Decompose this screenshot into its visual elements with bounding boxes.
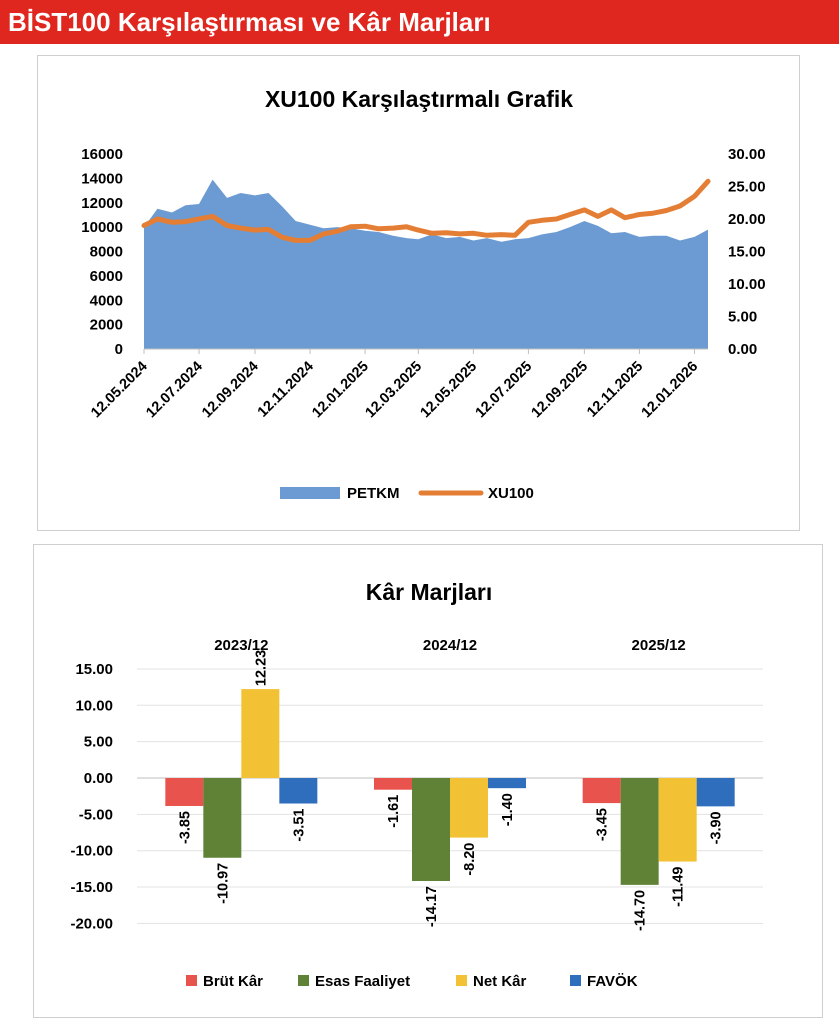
y-right-tick-label: 15.00 — [728, 244, 766, 261]
petkm-area-series — [144, 179, 708, 349]
bar-net-k-r — [658, 778, 697, 862]
data-label: 12.23 — [253, 650, 269, 686]
x-tick-label: 12.11.2024 — [255, 359, 317, 421]
bar-br-t-k-r — [374, 778, 412, 790]
y-left-tick-label: 4000 — [90, 292, 123, 309]
data-label: -8.20 — [462, 843, 478, 876]
chart-title: Kâr Marjları — [366, 579, 493, 605]
data-label: -1.61 — [386, 795, 402, 828]
y-left-tick-label: 2000 — [90, 317, 123, 334]
legend-label: Brüt Kâr — [203, 973, 263, 990]
data-label: -14.17 — [424, 886, 440, 927]
y-right-tick-label: 10.00 — [728, 276, 766, 293]
category-label: 2024/12 — [423, 637, 477, 654]
bar-esas-faaliyet — [620, 778, 659, 885]
y-tick-label: 0.00 — [84, 770, 113, 787]
y-right-tick-label: 0.00 — [728, 341, 757, 358]
bar-fav-k — [488, 778, 526, 789]
y-tick-label: -20.00 — [70, 915, 113, 932]
y-left-tick-label: 12000 — [81, 195, 123, 212]
y-right-tick-label: 25.00 — [728, 179, 766, 196]
legend-swatch — [456, 975, 467, 986]
y-left-tick-label: 10000 — [81, 219, 123, 236]
petkm-legend-label: PETKM — [347, 485, 400, 502]
bar-net-k-r — [241, 689, 280, 778]
profit-margins-chart: Kâr Marjları 15.00 10.00 5.00 0.00 -5.00 -10.0… — [70, 579, 763, 990]
data-label: -14.70 — [633, 890, 649, 931]
legend-label: Net Kâr — [473, 973, 527, 990]
x-tick-label: 12.11.2025 — [584, 359, 646, 421]
xu100-comparison-chart-panel: XU100 Karşılaştırmalı Grafik 0 2000 4000 600… — [37, 55, 800, 531]
y-tick-label: 5.00 — [84, 734, 113, 751]
bar-fav-k — [279, 778, 318, 804]
y-tick-label: -5.00 — [79, 806, 113, 823]
petkm-legend-swatch — [280, 487, 340, 499]
bar-esas-faaliyet — [203, 778, 242, 858]
legend-swatch — [186, 975, 197, 986]
y-left-tick-label: 8000 — [90, 244, 123, 261]
chart-title: XU100 Karşılaştırmalı Grafik — [265, 86, 573, 112]
x-tick-label: 12.09.2024 — [199, 359, 262, 422]
x-tick-label: 12.03.2025 — [363, 359, 426, 422]
y-tick-label: -15.00 — [70, 879, 113, 896]
x-tick-label: 12.05.2024 — [88, 359, 151, 422]
data-label: -3.45 — [595, 808, 611, 841]
y-right-tick-label: 30.00 — [728, 146, 766, 163]
y-left-tick-label: 16000 — [81, 146, 123, 163]
bar-esas-faaliyet — [412, 778, 450, 882]
xu100-comparison-chart: XU100 Karşılaştırmalı Grafik 0 2000 4000 600… — [81, 86, 766, 502]
x-tick-label: 12.05.2025 — [418, 359, 481, 422]
y-left-tick-label: 0 — [115, 341, 123, 358]
bar-br-t-k-r — [165, 778, 204, 806]
xu100-legend-label: XU100 — [488, 485, 534, 502]
y-right-tick-label: 20.00 — [728, 211, 766, 228]
page-title: BİST100 Karşılaştırması ve Kâr Marjları — [8, 7, 491, 37]
y-left-tick-label: 14000 — [81, 170, 123, 187]
legend-swatch — [298, 975, 309, 986]
data-label: -11.49 — [671, 867, 687, 907]
header-bar: BİST100 Karşılaştırması ve Kâr Marjları — [0, 0, 839, 44]
x-tick-label: 12.01.2025 — [309, 359, 372, 422]
data-label: -1.40 — [500, 793, 516, 826]
data-label: -10.97 — [215, 863, 231, 904]
bar-fav-k — [696, 778, 735, 807]
xu100-line-series — [141, 178, 711, 243]
legend-swatch — [570, 975, 581, 986]
data-label: -3.90 — [709, 811, 725, 844]
bar-net-k-r — [450, 778, 488, 838]
y-tick-label: 10.00 — [75, 697, 113, 714]
x-tick-label: 12.09.2025 — [529, 359, 592, 422]
legend-label: Esas Faaliyet — [315, 973, 410, 990]
data-label: -3.85 — [177, 811, 193, 844]
bar-br-t-k-r — [582, 778, 621, 804]
x-tick-label: 12.07.2024 — [143, 359, 206, 422]
y-tick-label: -10.00 — [70, 843, 113, 860]
data-label: -3.51 — [291, 809, 307, 842]
category-label: 2025/12 — [632, 637, 686, 654]
legend-label: FAVÖK — [587, 973, 638, 990]
y-left-tick-label: 6000 — [90, 268, 123, 285]
y-tick-label: 15.00 — [75, 661, 113, 678]
x-tick-label: 12.07.2025 — [473, 359, 536, 422]
y-right-tick-label: 5.00 — [728, 309, 757, 326]
category-label: 2023/12 — [214, 637, 268, 654]
x-tick-label: 12.01.2026 — [639, 359, 702, 422]
profit-margins-chart-panel: Kâr Marjları 15.00 10.00 5.00 0.00 -5.00 -10.0… — [33, 544, 823, 1018]
